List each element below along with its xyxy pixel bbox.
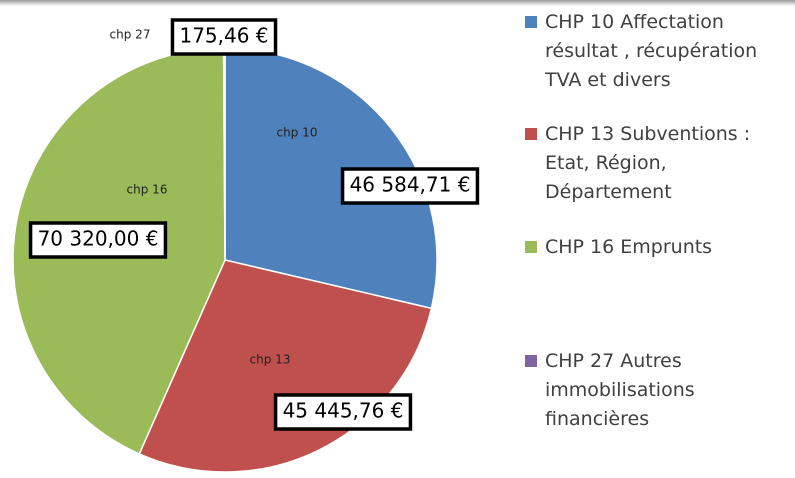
legend-label: CHP 10 Affectation résultat , récupérati… — [545, 11, 758, 91]
top-band — [0, 0, 795, 6]
chart: chp 10 chp 13 chp 16 chp 27 46 584,71 € 45 44… — [12, 18, 480, 473]
value-text: 46 584,71 € — [350, 173, 471, 197]
slice-label: chp 13 — [250, 353, 291, 367]
value-text: 45 445,76 € — [283, 399, 404, 423]
value-box — [170, 18, 278, 56]
slice-label: chp 27 — [110, 28, 151, 42]
value-box — [273, 393, 413, 431]
value-box — [28, 221, 168, 259]
legend-entry: CHP 10 Affectation résultat , récupérati… — [525, 8, 787, 95]
legend-swatch — [525, 241, 537, 253]
legend-swatch — [525, 355, 537, 367]
slice-label: chp 10 — [277, 126, 318, 140]
legend-swatch — [525, 16, 537, 28]
value-label: 175,46 € — [170, 18, 278, 56]
value-label: 70 320,00 € — [28, 221, 168, 259]
value-text: 70 320,00 € — [38, 227, 159, 251]
legend-swatch — [525, 128, 537, 140]
legend-entry: CHP 27 Autres immobilisations financière… — [525, 347, 787, 434]
legend-label: CHP 16 Emprunts — [545, 236, 713, 258]
value-text: 175,46 € — [179, 24, 268, 48]
legend-label: CHP 13 Subventions : Etat, Région, Dépar… — [545, 123, 751, 203]
value-box — [340, 167, 480, 205]
value-label: 46 584,71 € — [340, 167, 480, 205]
legend-label: CHP 27 Autres immobilisations financière… — [545, 350, 695, 430]
slice-label: chp 16 — [127, 183, 168, 197]
legend-entry: CHP 16 Emprunts — [525, 233, 787, 262]
value-label: 45 445,76 € — [273, 393, 413, 431]
legend-entry: CHP 13 Subventions : Etat, Région, Dépar… — [525, 120, 787, 207]
